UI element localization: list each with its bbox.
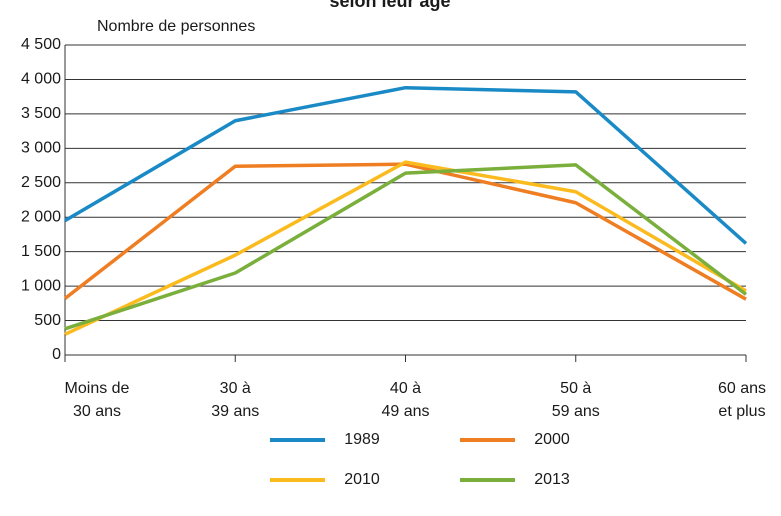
x-tick-label: 30 à	[220, 380, 251, 397]
y-tick-label: 2 000	[21, 208, 61, 225]
y-tick-label: 1 000	[21, 277, 61, 294]
x-tick-label: 40 à	[390, 380, 421, 397]
y-tick-label: 500	[34, 312, 61, 329]
legend-label: 2010	[344, 471, 380, 488]
y-axis-label: Nombre de personnes	[97, 18, 255, 35]
x-tick-label: 30 ans	[73, 403, 121, 420]
series-line	[63, 162, 747, 301]
legend-label: 1989	[344, 431, 380, 448]
x-tick-label: 39 ans	[211, 403, 259, 420]
y-tick-label: 0	[52, 346, 61, 363]
y-tick-label: 3 500	[21, 105, 61, 122]
legend-label: 2013	[534, 471, 570, 488]
y-tick-label: 4 500	[21, 36, 61, 53]
y-tick-label: 3 000	[21, 140, 61, 157]
series-line	[64, 163, 748, 331]
x-tick-label: 49 ans	[381, 403, 429, 420]
chart-title: selon leur âge	[329, 0, 450, 11]
series-line	[64, 85, 748, 245]
y-tick-label: 1 500	[21, 243, 61, 260]
y-tick-label: 4 000	[21, 71, 61, 88]
y-tick-label: 2 500	[21, 174, 61, 191]
legend-label: 2000	[534, 431, 570, 448]
x-tick-label: 50 à	[560, 380, 591, 397]
series-line	[64, 160, 747, 336]
x-tick-label: et plus	[718, 403, 765, 420]
x-tick-label: Moins de	[65, 380, 130, 397]
x-tick-label: 60 ans	[718, 380, 766, 397]
x-tick-label: 59 ans	[552, 403, 600, 420]
